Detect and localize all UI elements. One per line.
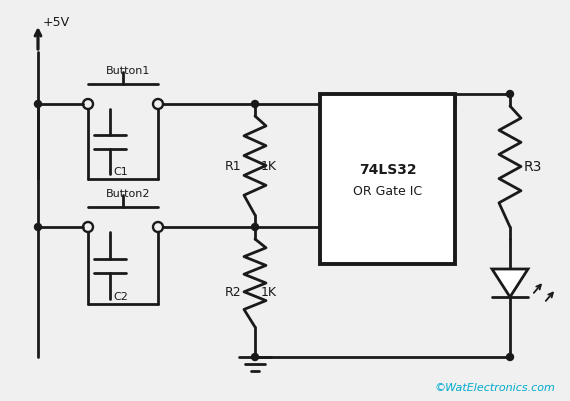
Text: C2: C2: [113, 291, 128, 301]
Text: R3: R3: [524, 160, 543, 174]
Text: 74LS32: 74LS32: [359, 162, 416, 176]
Text: C1: C1: [113, 166, 128, 176]
Circle shape: [507, 354, 514, 360]
Circle shape: [35, 224, 42, 231]
Text: R1: R1: [225, 160, 242, 172]
Text: 1K: 1K: [261, 286, 277, 299]
Text: OR Gate IC: OR Gate IC: [353, 185, 422, 198]
Circle shape: [251, 224, 259, 231]
Circle shape: [251, 354, 259, 360]
Bar: [320, 95, 455, 264]
Circle shape: [251, 101, 259, 108]
Text: +5V: +5V: [43, 16, 70, 28]
Circle shape: [35, 101, 42, 108]
Text: Button2: Button2: [106, 188, 150, 198]
Circle shape: [507, 91, 514, 98]
Text: Button1: Button1: [106, 66, 150, 76]
Text: R2: R2: [225, 286, 242, 299]
Text: 1K: 1K: [261, 160, 277, 172]
Text: ©WatElectronics.com: ©WatElectronics.com: [434, 382, 555, 392]
Polygon shape: [492, 269, 528, 297]
